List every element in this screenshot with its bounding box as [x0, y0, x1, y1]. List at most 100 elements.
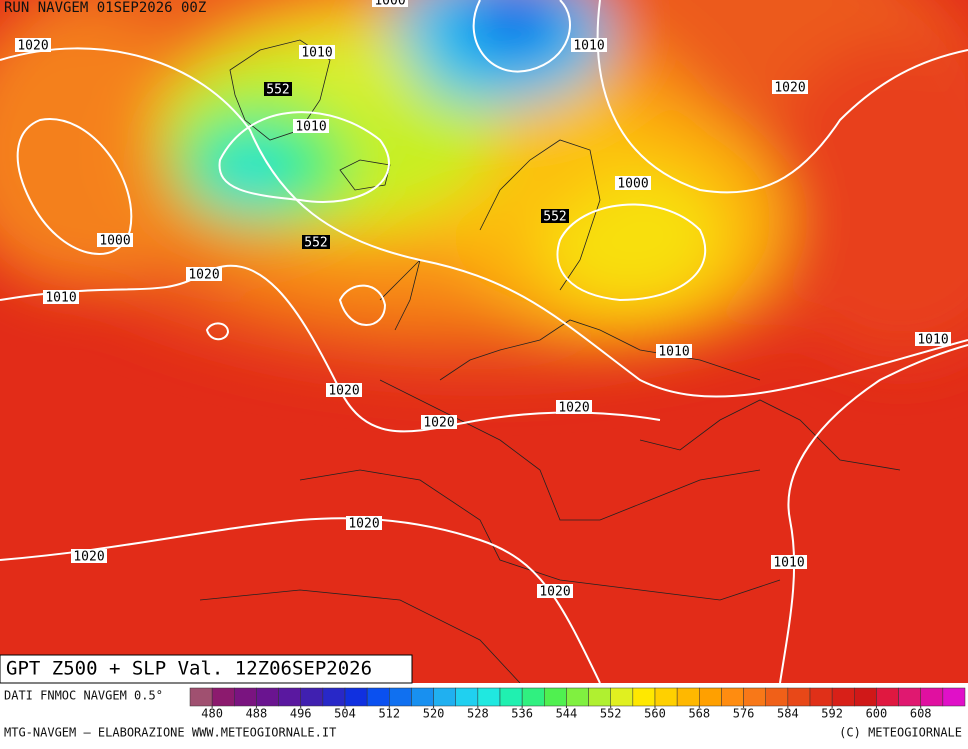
colorbar-swatch: [676, 687, 700, 707]
colorbar-swatch: [477, 687, 501, 707]
colorbar-swatch: [544, 687, 567, 707]
colorbar-swatch: [721, 687, 744, 707]
isobar-label: 1020: [558, 401, 589, 416]
colorbar-swatch: [499, 687, 523, 707]
colorbar-swatch: [300, 687, 324, 707]
colorbar-swatch: [765, 687, 789, 707]
colorbar-swatch: [322, 687, 346, 707]
isobar-label-box: [372, 0, 408, 7]
colorbar-swatch: [588, 687, 611, 707]
colorbar-swatch: [854, 687, 877, 707]
isobar-label: 1020: [423, 416, 454, 431]
isobar-label: 1010: [658, 345, 689, 360]
map-title: GPT Z500 + SLP Val. 12Z06SEP2026: [6, 658, 372, 680]
colorbar-swatch: [876, 687, 899, 707]
colorbar-label: 520: [423, 707, 445, 721]
height-label: 552: [543, 210, 566, 225]
colorbar-label: 504: [334, 707, 356, 721]
colorbar-swatch: [787, 687, 811, 707]
isobar-label: 1020: [328, 384, 359, 399]
isobar-label-box: [615, 176, 651, 190]
isobar-label-box: [293, 119, 329, 133]
isobar-label: 1010: [301, 46, 332, 61]
colorbar-swatch: [566, 687, 589, 707]
colorbar-swatch: [234, 687, 257, 707]
isobar-label: 1020: [774, 81, 805, 96]
isobar-label-box: [537, 584, 573, 598]
isobar-label-box: [656, 344, 692, 358]
isobars: [0, 0, 968, 683]
colorbar-swatch: [942, 687, 966, 707]
isobar-label: 1020: [188, 268, 219, 283]
colorbar-swatch: [898, 687, 921, 707]
isobar-label: 1020: [17, 39, 48, 54]
isobar-label-box: [915, 332, 951, 346]
colorbar-label: 528: [467, 707, 489, 721]
colorbar-label: 544: [556, 707, 578, 721]
colorbar-label: 600: [866, 707, 888, 721]
colorbar-swatch: [654, 687, 678, 707]
colorbar-swatch: [699, 687, 722, 707]
colorbar-label: 592: [821, 707, 843, 721]
isobar-label: 1000: [99, 234, 130, 249]
height-label: 552: [266, 83, 289, 98]
isobar-label: 1010: [917, 333, 948, 348]
footer-left: MTG-NAVGEM — ELABORAZIONE WWW.METEOGIORN…: [4, 726, 336, 740]
isobar-label-box: [97, 233, 133, 247]
isobar-label: 1020: [348, 517, 379, 532]
isobar-label-box: [421, 415, 457, 429]
colorbar-swatch: [743, 687, 766, 707]
isobar-label-box: [15, 38, 51, 52]
colorbar-label: 512: [378, 707, 400, 721]
colorbar-swatch: [455, 687, 479, 707]
colorbar-swatch: [389, 687, 412, 707]
isobar-label: 1010: [295, 120, 326, 135]
isobar-label: 1000: [617, 177, 648, 192]
height-label-box: [541, 209, 569, 223]
colorbar-label: 584: [777, 707, 799, 721]
height-label: 552: [304, 236, 327, 251]
colorbar-swatch: [189, 687, 213, 707]
isobar-label-box: [771, 555, 807, 569]
colorbar-swatch: [809, 687, 833, 707]
colorbar-swatch: [211, 687, 235, 707]
isobar-label-box: [186, 267, 222, 281]
colorbar-swatch: [610, 687, 634, 707]
colorbar-label: 608: [910, 707, 932, 721]
isobar-label: 1020: [539, 585, 570, 600]
run-label: RUN NAVGEM 01SEP2026 00Z: [4, 0, 206, 16]
isobar-label: 1010: [45, 291, 76, 306]
isobar-label: 1000: [374, 0, 405, 9]
colorbar-label: 488: [246, 707, 268, 721]
colorbar-swatch: [344, 687, 368, 707]
footer-right: (C) METEOGIORNALE: [839, 726, 962, 740]
colorbar-swatch: [831, 687, 855, 707]
isobar-label: 1020: [73, 550, 104, 565]
colorbar-swatch: [411, 687, 434, 707]
colorbar-swatch: [920, 687, 944, 707]
colorbar-swatch: [278, 687, 301, 707]
isobar-label-box: [772, 80, 808, 94]
colorbar-swatch: [366, 687, 390, 707]
colorbar-swatch: [521, 687, 545, 707]
colorbar-label: 480: [201, 707, 223, 721]
height-label-box: [264, 82, 292, 96]
isobar-label-box: [71, 549, 107, 563]
colorbar-swatch: [256, 687, 279, 707]
colorbar-label: 568: [688, 707, 710, 721]
colorbar-label: 496: [290, 707, 312, 721]
isobar-label: 1010: [573, 39, 604, 54]
isobar-label: 1010: [773, 556, 804, 571]
isobar-label-box: [43, 290, 79, 304]
title-box: [0, 654, 413, 684]
isobar-label-box: [299, 45, 335, 59]
colorbar-label: 552: [600, 707, 622, 721]
colorbar-label: 560: [644, 707, 666, 721]
isobar-label-box: [326, 383, 362, 397]
map-field: [0, 0, 968, 683]
colorbar-swatch: [632, 687, 656, 707]
colorbar-swatch: [433, 687, 456, 707]
colorbar-label: 536: [511, 707, 533, 721]
isobar-label-box: [556, 400, 592, 414]
